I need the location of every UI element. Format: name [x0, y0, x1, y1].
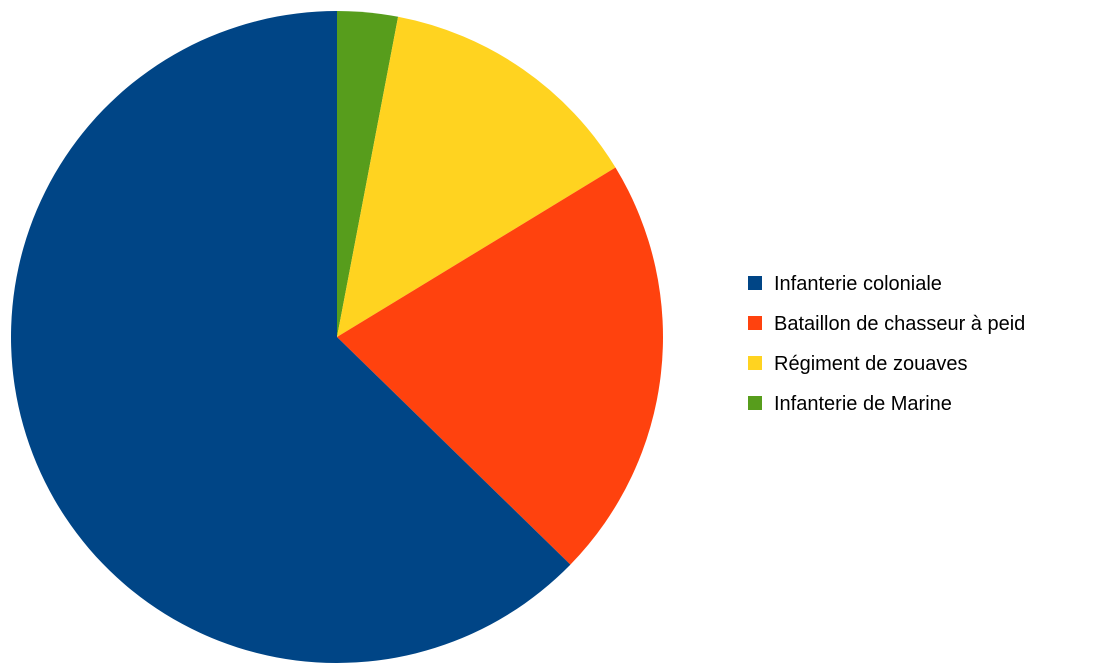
pie-slice-3: [337, 16, 616, 338]
legend-label-2: Bataillon de chasseur à peid: [774, 313, 1025, 335]
pie-slice-4: [337, 10, 399, 337]
pie-slice-2: [337, 167, 663, 565]
pie-slice-1: [11, 11, 571, 664]
legend-label-4: Infanterie de Marine: [774, 393, 952, 415]
pie-slices: [11, 10, 663, 664]
legend-swatch-4: [748, 396, 762, 410]
legend-swatch-1: [748, 276, 762, 290]
legend-label-1: Infanterie coloniale: [774, 273, 942, 295]
legend-swatch-2: [748, 316, 762, 330]
chart-legend: Infanterie coloniale Bataillon de chasseu…: [748, 273, 1025, 415]
legend-swatch-3: [748, 356, 762, 370]
legend-label-3: Régiment de zouaves: [774, 353, 967, 375]
